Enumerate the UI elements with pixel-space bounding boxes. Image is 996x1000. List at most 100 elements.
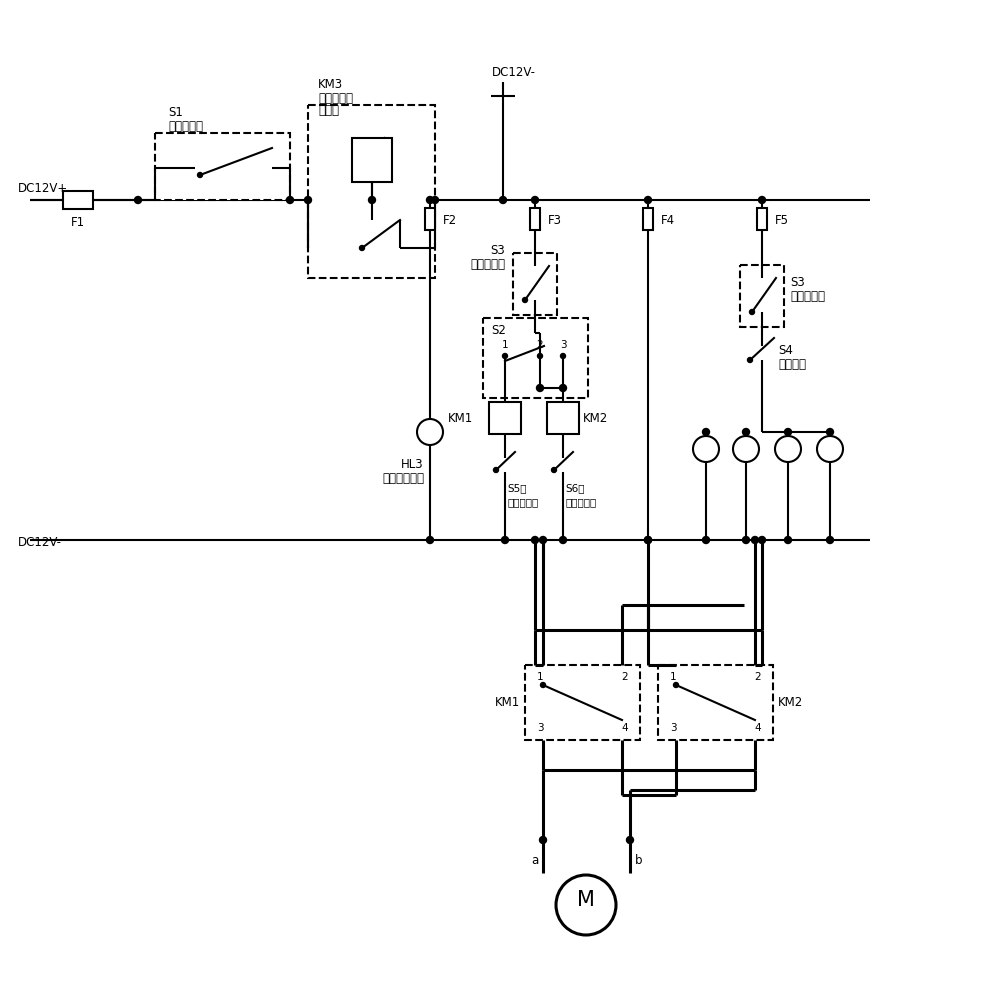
Circle shape <box>417 419 443 445</box>
Text: 灯控开关: 灯控开关 <box>778 358 806 370</box>
Circle shape <box>360 245 365 250</box>
Circle shape <box>702 536 709 544</box>
Circle shape <box>752 536 759 544</box>
Bar <box>352 138 392 182</box>
Text: a: a <box>531 854 538 866</box>
Circle shape <box>742 536 750 544</box>
Bar <box>525 665 640 740</box>
Circle shape <box>702 428 709 436</box>
Circle shape <box>552 468 557 473</box>
Text: KM3: KM3 <box>318 79 344 92</box>
Circle shape <box>644 196 651 204</box>
Text: 4: 4 <box>754 723 761 733</box>
Bar <box>425 208 435 230</box>
Circle shape <box>748 358 753 362</box>
Text: S4: S4 <box>778 344 793 357</box>
Bar <box>643 208 653 230</box>
Circle shape <box>759 196 766 204</box>
Text: 2: 2 <box>537 340 543 350</box>
Circle shape <box>561 354 566 359</box>
Text: S3: S3 <box>490 243 505 256</box>
Text: DC12V-: DC12V- <box>18 536 62 548</box>
Bar <box>483 318 588 398</box>
Text: 接触器: 接触器 <box>318 104 339 117</box>
Text: F5: F5 <box>775 214 789 227</box>
Circle shape <box>560 536 567 544</box>
Text: S3: S3 <box>790 275 805 288</box>
Circle shape <box>538 354 543 359</box>
Circle shape <box>532 536 539 544</box>
Text: 1: 1 <box>670 672 676 682</box>
Circle shape <box>197 172 202 178</box>
Text: 上掀门限位: 上掀门限位 <box>470 257 505 270</box>
Circle shape <box>644 536 651 544</box>
Bar <box>308 105 435 278</box>
Circle shape <box>742 428 750 436</box>
Text: F4: F4 <box>661 214 675 227</box>
Text: F3: F3 <box>548 214 562 227</box>
Circle shape <box>785 536 792 544</box>
Circle shape <box>733 436 759 462</box>
Circle shape <box>560 384 567 391</box>
Text: KM1: KM1 <box>448 412 473 424</box>
Bar <box>740 265 784 327</box>
Circle shape <box>426 196 433 204</box>
Bar <box>489 402 521 434</box>
Text: DC12V+: DC12V+ <box>18 182 69 194</box>
Text: 总电源直流: 总电源直流 <box>318 92 353 104</box>
Circle shape <box>493 468 499 473</box>
Text: 上掀门限位: 上掀门限位 <box>790 290 825 302</box>
Circle shape <box>532 196 539 204</box>
Text: S6收: S6收 <box>565 483 585 493</box>
Bar <box>547 402 579 434</box>
Text: S1: S1 <box>168 106 183 119</box>
Text: 总电源开关: 总电源开关 <box>168 119 203 132</box>
Text: 3: 3 <box>670 723 676 733</box>
Circle shape <box>759 536 766 544</box>
Bar <box>530 208 540 230</box>
Bar <box>513 253 557 315</box>
Text: 总电源信号灯: 总电源信号灯 <box>382 473 424 486</box>
Text: S5伸: S5伸 <box>507 483 527 493</box>
Text: b: b <box>635 854 642 866</box>
Circle shape <box>502 536 509 544</box>
Circle shape <box>426 536 433 544</box>
Circle shape <box>305 196 312 204</box>
Circle shape <box>556 875 616 935</box>
Circle shape <box>693 436 719 462</box>
Text: KM2: KM2 <box>583 412 609 424</box>
Circle shape <box>541 682 546 688</box>
Text: KM1: KM1 <box>495 696 520 708</box>
Circle shape <box>287 196 294 204</box>
Circle shape <box>817 436 843 462</box>
Text: 1: 1 <box>502 340 508 350</box>
Circle shape <box>134 196 141 204</box>
Circle shape <box>827 536 834 544</box>
Circle shape <box>523 298 528 302</box>
Text: 1: 1 <box>537 672 544 682</box>
Text: KM2: KM2 <box>778 696 803 708</box>
Text: 回限位开关: 回限位开关 <box>565 497 597 507</box>
Circle shape <box>644 536 651 544</box>
Text: 3: 3 <box>537 723 544 733</box>
Circle shape <box>503 354 508 359</box>
Circle shape <box>540 536 547 544</box>
Circle shape <box>540 836 547 844</box>
Circle shape <box>750 310 755 314</box>
Circle shape <box>431 196 438 204</box>
Bar <box>757 208 767 230</box>
Text: 2: 2 <box>622 672 628 682</box>
Circle shape <box>500 196 507 204</box>
Text: HL3: HL3 <box>401 458 424 471</box>
Circle shape <box>369 196 375 204</box>
Text: 3: 3 <box>560 340 567 350</box>
Bar <box>658 665 773 740</box>
Circle shape <box>537 384 544 391</box>
Circle shape <box>626 836 633 844</box>
Text: S2: S2 <box>491 324 506 336</box>
Text: F2: F2 <box>443 214 457 227</box>
Text: 出限位开关: 出限位开关 <box>507 497 538 507</box>
Circle shape <box>827 428 834 436</box>
Circle shape <box>673 682 678 688</box>
Text: DC12V-: DC12V- <box>492 66 536 79</box>
